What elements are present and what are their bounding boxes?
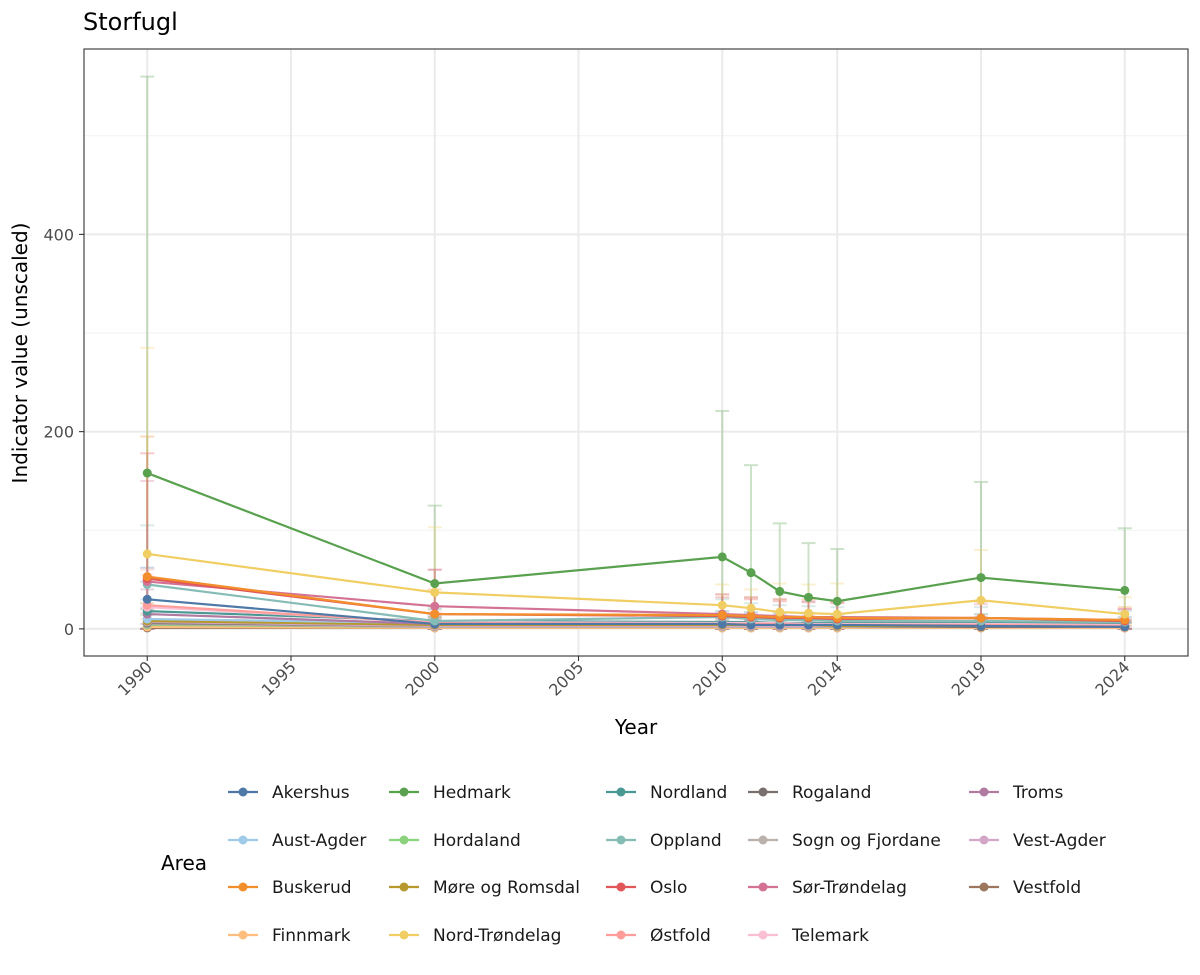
data-point — [142, 594, 152, 604]
data-point — [804, 592, 813, 602]
legend-item: Vestfold — [969, 878, 1081, 898]
data-point — [1120, 585, 1130, 595]
data-point — [430, 609, 440, 619]
legend-item: Sør-Trøndelag — [748, 878, 907, 898]
data-point — [717, 552, 727, 562]
legend-key-point — [979, 835, 989, 845]
y-axis-ticks: 0 200 400 — [43, 225, 84, 639]
data-point — [430, 616, 440, 626]
legend-label: Finnmark — [272, 926, 351, 946]
legend-label: Telemark — [791, 926, 869, 946]
legend-key-point — [979, 787, 989, 797]
legend-key-point — [616, 930, 626, 940]
legend: Akershus Aust-Agder Buskerud Finnmark Hedmar… — [228, 783, 1106, 946]
legend-key-point — [758, 787, 768, 797]
legend-key-point — [758, 835, 768, 845]
legend-item: Oppland — [606, 831, 722, 851]
x-axis-title: Year — [614, 715, 658, 739]
y-tick-label: 0 — [64, 620, 74, 639]
legend-item: Aust-Agder — [228, 831, 366, 851]
data-point — [976, 595, 986, 605]
legend-label: Møre og Romsdal — [433, 878, 580, 898]
grid — [84, 49, 1188, 656]
data-point — [1120, 609, 1130, 619]
legend-label: Hedmark — [433, 783, 511, 803]
legend-item: Telemark — [748, 926, 869, 946]
legend-label: Oppland — [650, 831, 722, 851]
legend-key-point — [758, 882, 768, 892]
legend-item: Troms — [969, 783, 1063, 803]
legend-item: Vest-Agder — [969, 831, 1106, 851]
legend-label: Nordland — [650, 783, 727, 803]
data-point — [746, 603, 756, 613]
legend-label: Troms — [1012, 783, 1063, 803]
legend-item: Akershus — [228, 783, 350, 803]
legend-item: Oslo — [606, 878, 687, 898]
data-point — [976, 573, 986, 583]
legend-key-point — [616, 787, 626, 797]
legend-title: Area — [161, 851, 207, 875]
data-point — [746, 611, 756, 621]
legend-key-point — [238, 930, 248, 940]
legend-item: Finnmark — [228, 926, 351, 946]
data-point — [804, 608, 813, 618]
data-point — [775, 607, 785, 617]
data-point — [717, 619, 727, 629]
data-point — [717, 610, 727, 620]
y-tick-label: 200 — [43, 423, 74, 442]
legend-label: Oslo — [650, 878, 687, 898]
legend-label: Hordaland — [433, 831, 521, 851]
data-point — [430, 579, 440, 589]
data-point — [142, 549, 152, 559]
legend-key-point — [616, 835, 626, 845]
legend-label: Vest-Agder — [1013, 831, 1106, 851]
y-tick-label: 400 — [43, 225, 74, 244]
data-point — [832, 596, 842, 606]
legend-item: Østfold — [606, 926, 711, 946]
legend-key-point — [399, 835, 409, 845]
legend-item: Nordland — [606, 783, 727, 803]
legend-label: Buskerud — [272, 878, 352, 898]
legend-key-point — [238, 882, 248, 892]
legend-item: Hedmark — [389, 783, 511, 803]
legend-key-point — [238, 835, 248, 845]
legend-label: Aust-Agder — [272, 831, 366, 851]
data-point — [430, 601, 440, 611]
legend-item: Nord-Trøndelag — [389, 926, 561, 946]
legend-item: Rogaland — [748, 783, 871, 803]
chart-title: Storfugl — [83, 8, 178, 36]
legend-label: Sør-Trøndelag — [792, 878, 907, 898]
legend-item: Hordaland — [389, 831, 521, 851]
legend-label: Rogaland — [792, 783, 871, 803]
legend-key-point — [616, 882, 626, 892]
legend-key-point — [399, 882, 409, 892]
legend-key-point — [399, 787, 409, 797]
data-point — [142, 468, 152, 478]
y-axis-title: Indicator value (unscaled) — [8, 223, 32, 484]
legend-key-point — [238, 787, 248, 797]
data-point — [717, 600, 727, 610]
legend-key-point — [979, 882, 989, 892]
data-point — [142, 572, 152, 582]
plot-panel-border — [83, 48, 1189, 657]
legend-label: Sogn og Fjordane — [792, 831, 941, 851]
data-point — [976, 613, 986, 623]
legend-label: Akershus — [272, 783, 350, 803]
data-point — [832, 609, 842, 619]
data-point — [746, 568, 756, 578]
data-point — [775, 586, 785, 596]
legend-item: Møre og Romsdal — [389, 878, 580, 898]
data-point — [430, 587, 440, 597]
legend-label: Nord-Trøndelag — [433, 926, 561, 946]
legend-label: Østfold — [650, 926, 711, 946]
legend-key-point — [399, 930, 409, 940]
legend-label: Vestfold — [1013, 878, 1081, 898]
series-points — [142, 468, 1130, 633]
legend-item: Buskerud — [228, 878, 352, 898]
legend-item: Sogn og Fjordane — [748, 831, 941, 851]
legend-key-point — [758, 930, 768, 940]
